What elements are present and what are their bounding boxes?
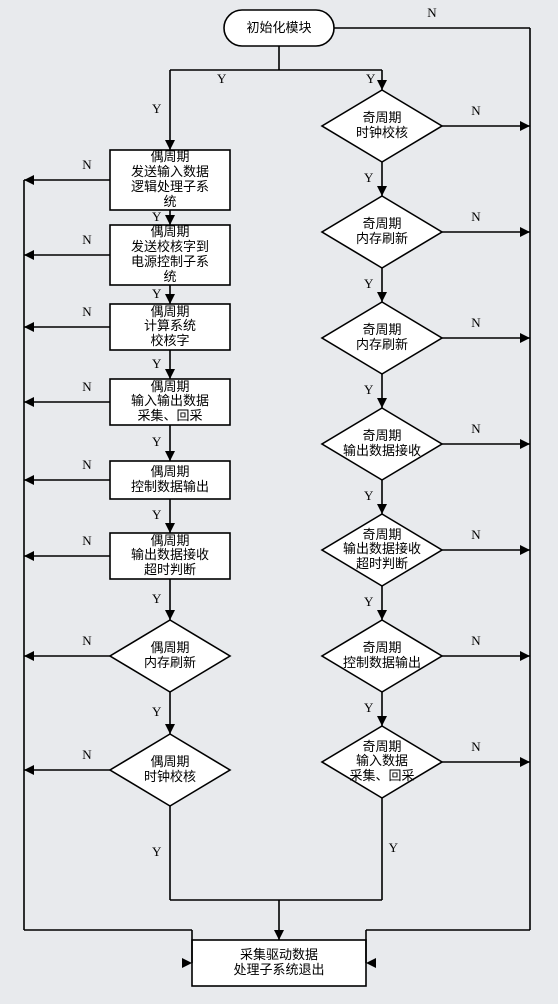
edge-label: N — [57, 380, 117, 395]
left-box-1: 偶周期 发送校核字到 电源控制子系 统 — [114, 225, 226, 285]
right-diamond-5: 奇周期 控制数据输出 — [331, 641, 433, 671]
right-diamond-1: 奇周期 内存刷新 — [331, 217, 433, 247]
edge-label: Y — [338, 841, 398, 856]
edge-label: Y — [152, 508, 212, 523]
edge-label: N — [446, 740, 506, 755]
edge-label: Y — [152, 102, 212, 117]
edge-label: Y — [152, 357, 212, 372]
right-diamond-4: 奇周期 输出数据接收 超时判断 — [331, 528, 433, 573]
edge-label: Y — [364, 489, 424, 504]
left-box-0: 偶周期 发送输入数据 逻辑处理子系 统 — [114, 150, 226, 210]
edge-label: Y — [152, 592, 212, 607]
left-diamond-0: 偶周期 内存刷新 — [120, 641, 220, 671]
edge-label: N — [57, 458, 117, 473]
edge-label: Y — [152, 705, 212, 720]
edge-label: N — [57, 748, 117, 763]
edge-label: N — [57, 305, 117, 320]
edge-label: Y — [364, 701, 424, 716]
exit-box: 采集驱动数据 处理子系统退出 — [196, 948, 362, 978]
edge-label: Y — [364, 277, 424, 292]
edge-label: N — [446, 104, 506, 119]
left-diamond-1: 偶周期 时钟校核 — [120, 755, 220, 785]
edge-label: N — [57, 634, 117, 649]
edge-label: N — [446, 210, 506, 225]
left-box-5: 偶周期 输出数据接收 超时判断 — [114, 534, 226, 579]
edge-label: N — [402, 6, 462, 21]
edge-label: N — [57, 158, 117, 173]
right-diamond-6: 奇周期 输入数据 采集、回采 — [331, 740, 433, 785]
edge-label: N — [446, 422, 506, 437]
edge-label: Y — [217, 72, 277, 87]
right-diamond-2: 奇周期 内存刷新 — [331, 323, 433, 353]
edge-label: N — [57, 233, 117, 248]
edge-label: Y — [364, 171, 424, 186]
edge-label: Y — [366, 72, 426, 87]
right-diamond-0: 奇周期 时钟校核 — [331, 111, 433, 141]
edge-label: N — [446, 528, 506, 543]
flowchart-svg — [0, 0, 558, 1000]
edge-label: Y — [152, 210, 212, 225]
diagram-container: 初始化模块偶周期 发送输入数据 逻辑处理子系 统偶周期 发送校核字到 电源控制子… — [0, 0, 558, 1000]
left-box-4: 偶周期 控制数据输出 — [114, 465, 226, 495]
left-box-3: 偶周期 输入输出数据 采集、回采 — [114, 380, 226, 425]
edge-label: Y — [152, 287, 212, 302]
edge-label: Y — [364, 383, 424, 398]
left-box-2: 偶周期 计算系统 校核字 — [114, 305, 226, 350]
edge-label: Y — [152, 845, 212, 860]
right-diamond-3: 奇周期 输出数据接收 — [331, 429, 433, 459]
start-node: 初始化模块 — [228, 21, 330, 36]
edge-label: N — [446, 316, 506, 331]
edge-label: N — [57, 534, 117, 549]
edge-label: Y — [364, 595, 424, 610]
edge-label: N — [446, 634, 506, 649]
edge-label: Y — [152, 435, 212, 450]
